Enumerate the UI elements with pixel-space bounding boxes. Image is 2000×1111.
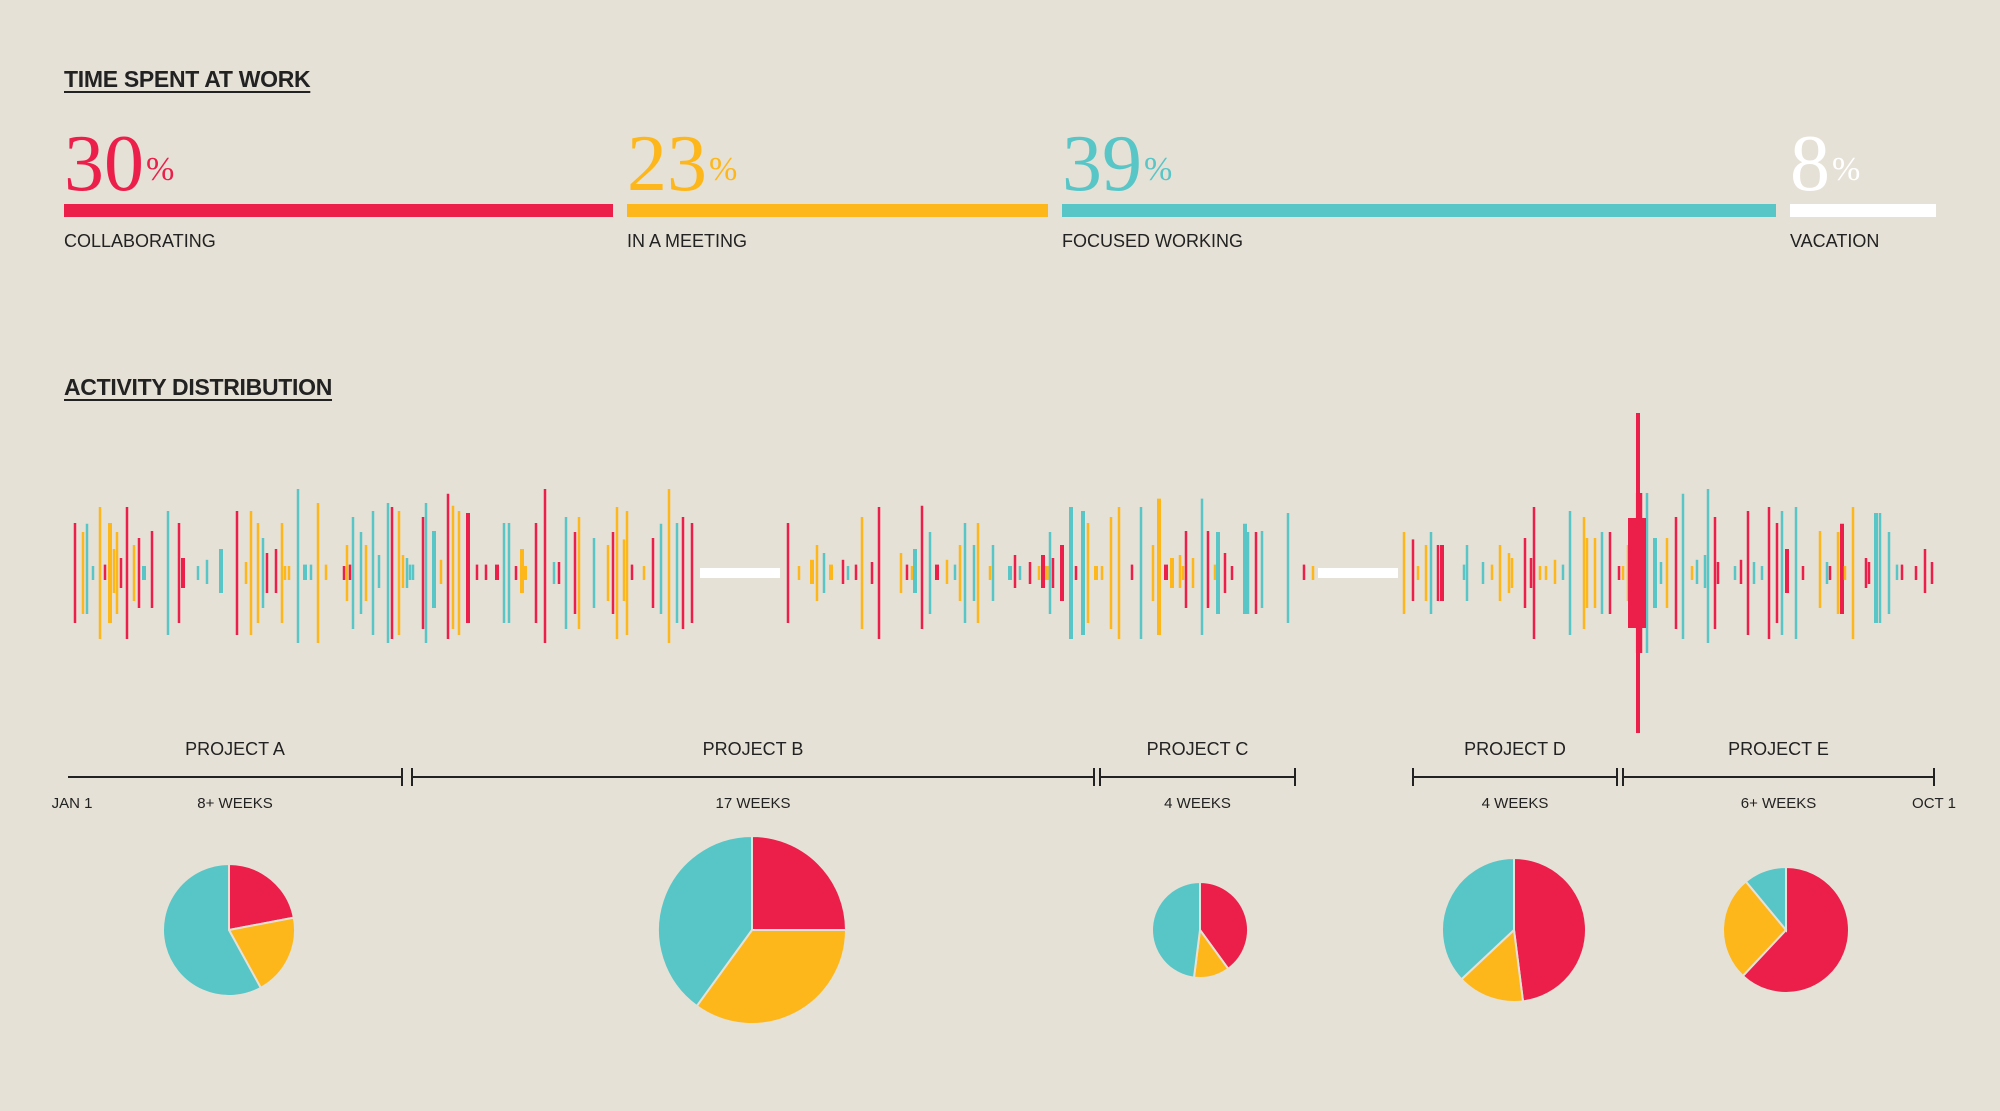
timeline-end-label: OCT 1 bbox=[1912, 795, 1956, 812]
share-value: 30 bbox=[64, 120, 144, 208]
project-label: PROJECT E bbox=[1728, 739, 1829, 759]
pie-slice-meeting bbox=[1460, 927, 1525, 1003]
share-collaborating: 30% COLLABORATING bbox=[64, 124, 613, 252]
pie-slice-focused bbox=[657, 834, 753, 1008]
pie-slice-collaborating bbox=[1199, 880, 1249, 971]
share-vacation: 8% VACATION bbox=[1790, 124, 1936, 252]
pie-slice-meeting bbox=[695, 929, 848, 1025]
pie-slice-focused bbox=[1441, 856, 1515, 981]
share-label: VACATION bbox=[1790, 231, 1880, 251]
pie-slice-collaborating bbox=[751, 834, 848, 931]
timeline-start-label: JAN 1 bbox=[52, 795, 93, 812]
project-label: PROJECT A bbox=[185, 739, 285, 759]
share-unit: % bbox=[709, 151, 738, 188]
activity-timeline bbox=[73, 413, 1934, 733]
share-bar bbox=[1790, 204, 1936, 217]
pie-slice-focused bbox=[1151, 880, 1201, 979]
project-pie-0 bbox=[162, 862, 296, 997]
time-spent-title: TIME SPENT AT WORK bbox=[64, 66, 311, 92]
share-value: 8 bbox=[1790, 120, 1830, 208]
vacation-block-1 bbox=[1318, 568, 1398, 578]
pie-slice-collaborating bbox=[228, 862, 296, 932]
project-pie-4 bbox=[1722, 865, 1850, 994]
share-bar bbox=[64, 204, 613, 217]
share-unit: % bbox=[1832, 151, 1861, 188]
project-label: PROJECT D bbox=[1464, 739, 1566, 759]
share-percentage: 30% bbox=[64, 124, 613, 204]
share-bar bbox=[627, 204, 1048, 217]
project-label: PROJECT C bbox=[1147, 739, 1249, 759]
project-duration: 8+ WEEKS bbox=[197, 795, 272, 812]
project-duration: 4 WEEKS bbox=[1164, 795, 1231, 812]
share-label: FOCUSED WORKING bbox=[1062, 231, 1244, 251]
pie-slice-collaborating bbox=[1741, 865, 1850, 994]
project-label: PROJECT B bbox=[703, 739, 804, 759]
pie-slice-meeting bbox=[1722, 880, 1788, 978]
share-label: IN A MEETING bbox=[627, 231, 748, 251]
share-percentage: 39% bbox=[1062, 124, 1776, 204]
pie-slice-collaborating bbox=[1513, 856, 1587, 1003]
project-pie-2 bbox=[1151, 880, 1249, 979]
share-in-a-meeting: 23% IN A MEETING bbox=[627, 124, 1048, 252]
share-label: COLLABORATING bbox=[64, 231, 216, 251]
activity-spike-block bbox=[1628, 518, 1646, 628]
share-percentage: 23% bbox=[627, 124, 1048, 204]
project-pie-1 bbox=[657, 834, 848, 1025]
project-duration: 17 WEEKS bbox=[715, 795, 790, 812]
project-pie-3 bbox=[1441, 856, 1587, 1003]
activity-distribution-title: ACTIVITY DISTRIBUTION bbox=[64, 374, 333, 400]
share-focused-working: 39% FOCUSED WORKING bbox=[1062, 124, 1776, 252]
pie-slice-focused bbox=[162, 862, 263, 997]
pie-slice-meeting bbox=[227, 916, 296, 990]
project-duration: 4 WEEKS bbox=[1482, 795, 1549, 812]
project-duration: 6+ WEEKS bbox=[1741, 795, 1816, 812]
pie-slice-focused bbox=[1744, 865, 1787, 933]
share-value: 23 bbox=[627, 120, 707, 208]
vacation-block-0 bbox=[700, 568, 780, 578]
share-value: 39 bbox=[1062, 120, 1142, 208]
share-unit: % bbox=[1144, 151, 1173, 188]
share-bar bbox=[1062, 204, 1776, 217]
project-axis: PROJECT A 8+ WEEKS PROJECT B 17 WEEKS PROJEC… bbox=[52, 739, 1956, 812]
share-percentage: 8% bbox=[1790, 124, 1936, 204]
share-unit: % bbox=[146, 151, 175, 188]
